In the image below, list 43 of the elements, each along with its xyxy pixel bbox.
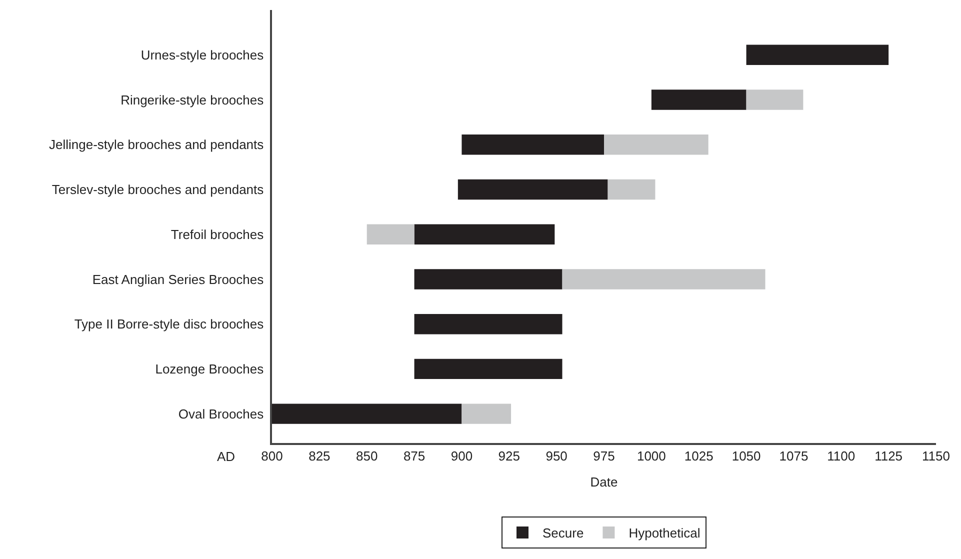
x-tick-label: 800: [261, 448, 283, 464]
y-tick-label: Trefoil brooches: [170, 226, 264, 242]
y-tick-label: Ringerike-style brooches: [120, 92, 264, 108]
y-tick-label: Terslev-style brooches and pendants: [52, 182, 264, 198]
x-tick-label: 900: [450, 448, 473, 464]
bar: [462, 404, 512, 424]
bar: [414, 358, 562, 380]
bar: [562, 269, 766, 290]
bar: [458, 179, 608, 200]
y-tick-label: Type II Borre-style disc brooches: [74, 316, 264, 332]
legend-label: Secure: [542, 526, 584, 541]
bar: [414, 269, 562, 290]
y-tick-label: Lozenge Brooches: [155, 362, 264, 377]
bar: [746, 90, 804, 110]
bar: [272, 404, 462, 424]
x-tick-label: 1050: [732, 448, 761, 464]
y-tick-label: Jellinge-style brooches and pendants: [49, 137, 264, 152]
x-tick-label: 1075: [779, 448, 808, 464]
x-tick-label: 850: [356, 448, 378, 464]
x-tick-label: 1000: [636, 448, 666, 464]
x-tick-label: 975: [593, 448, 615, 464]
x-tick-label: 1025: [684, 448, 714, 464]
text: AD: [217, 449, 236, 464]
bar: [414, 224, 555, 244]
bar: [462, 134, 604, 155]
y-tick-label: East Anglian Series Brooches: [92, 272, 264, 287]
legend-label: Hypothetical: [628, 526, 700, 541]
bar: [746, 44, 889, 65]
x-tick-label: 875: [403, 448, 426, 464]
x-tick-label: 925: [498, 448, 520, 464]
bar: [366, 224, 414, 244]
x-tick-label: 1150: [922, 448, 950, 464]
y-tick-label: Urnes-style brooches: [140, 47, 264, 62]
x-tick-label: 825: [308, 448, 330, 464]
x-axis-title: Date: [590, 474, 618, 490]
bar: [414, 314, 562, 334]
x-tick-label: 1125: [874, 448, 903, 464]
bar: [608, 179, 656, 200]
bar: [604, 134, 708, 155]
y-tick-label: Oval Brooches: [178, 406, 264, 422]
bar: [651, 90, 746, 110]
x-tick-label: 1100: [827, 448, 856, 464]
x-tick-label: 950: [546, 448, 568, 464]
